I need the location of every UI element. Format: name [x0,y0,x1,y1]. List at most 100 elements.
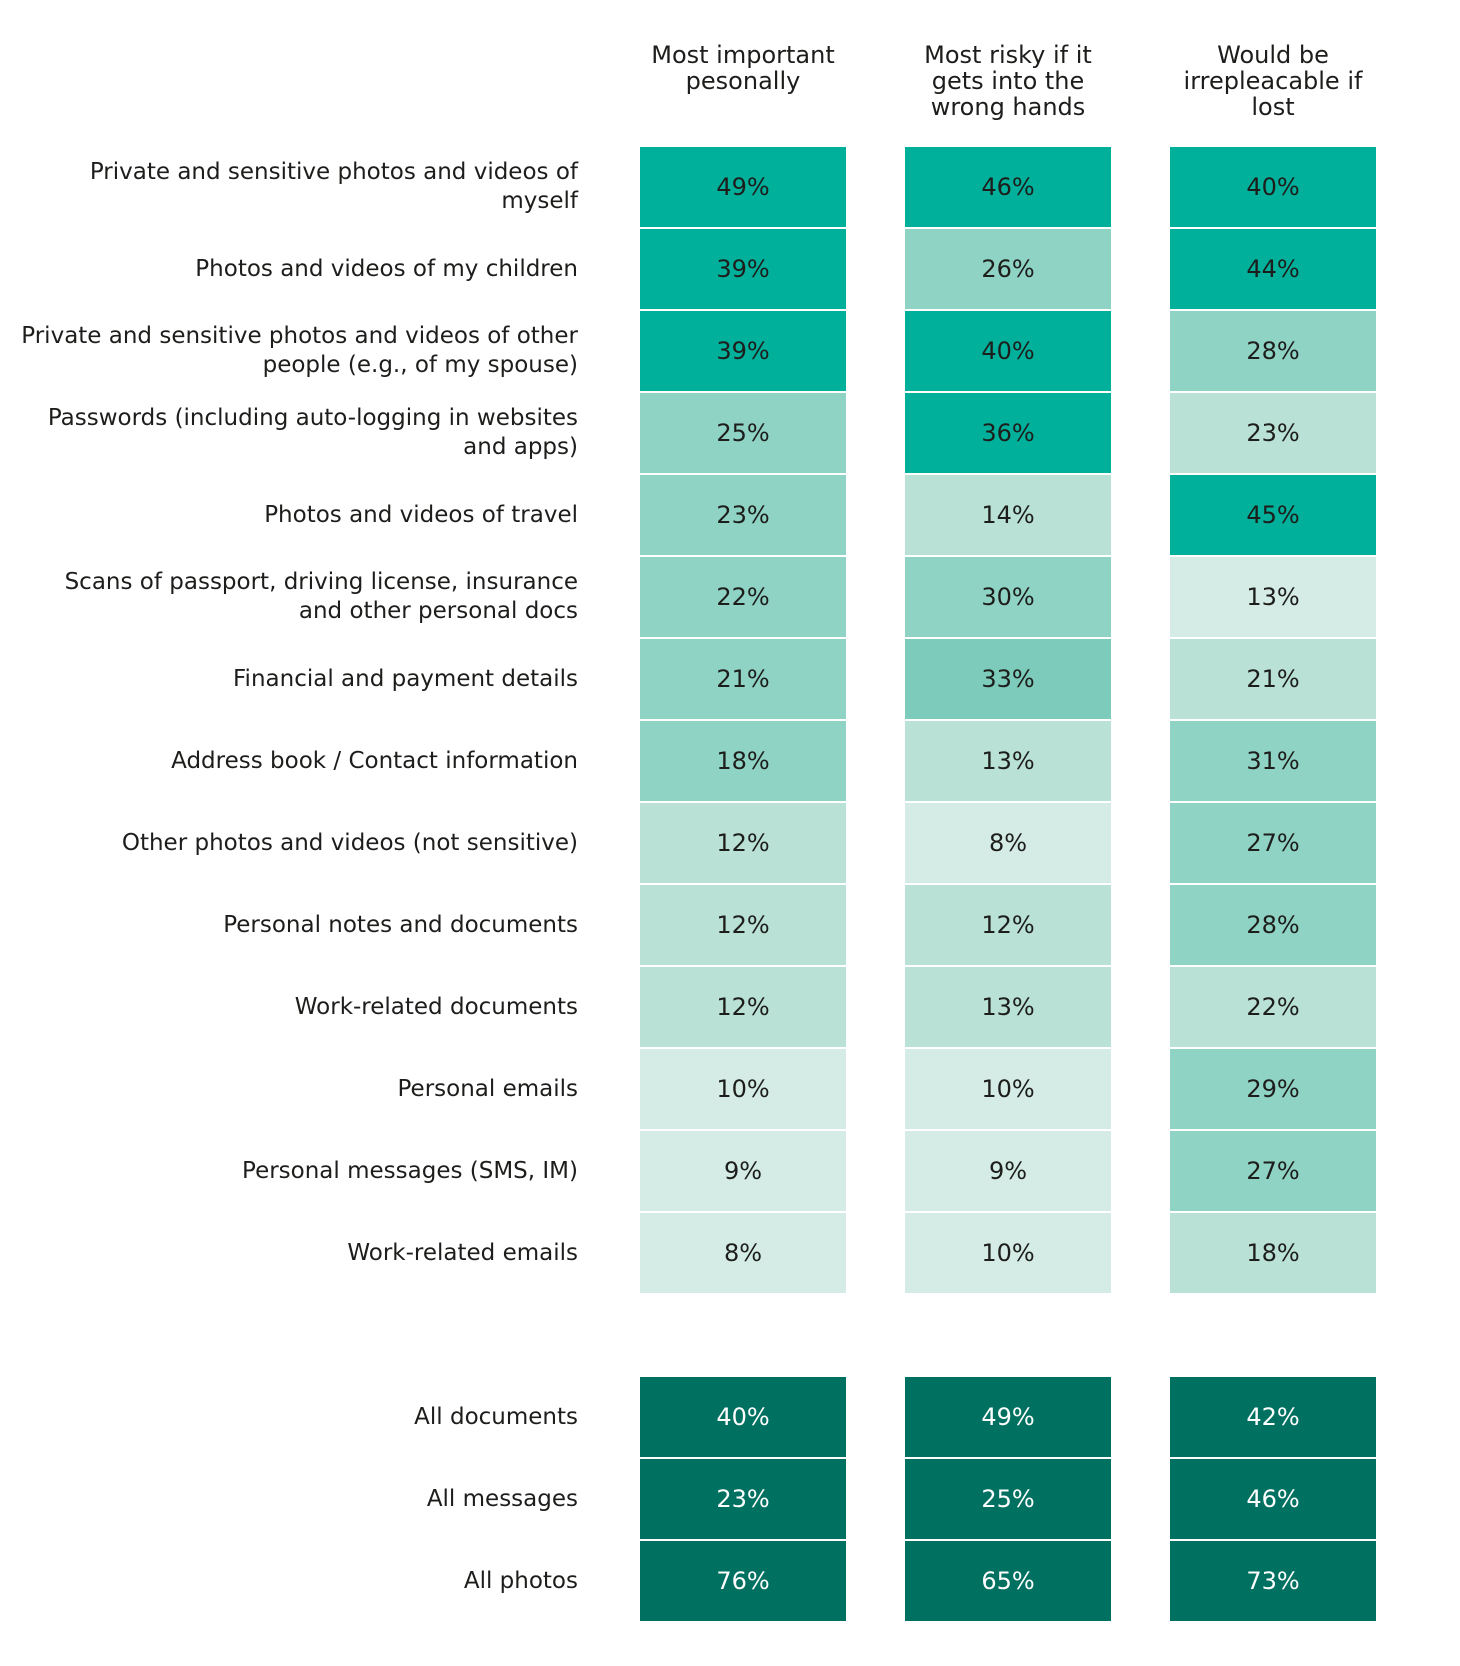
heatmap-cell: 29% [1170,1049,1376,1129]
summary-row-label: All documents [414,1403,578,1430]
heatmap-cell: 39% [640,311,846,391]
cell-value: 28% [1246,337,1300,365]
cell-value: 21% [716,665,770,693]
heatmap-cell: 8% [905,803,1111,883]
heatmap-cell: 10% [905,1213,1111,1293]
cell-value: 28% [1246,911,1300,939]
cell-value: 8% [723,1239,763,1267]
cell-value: 49% [716,173,770,201]
cell-value: 36% [981,419,1035,447]
heatmap-cell: 40% [1170,147,1376,227]
cell-value: 12% [716,829,770,857]
heatmap-cell: 31% [1170,721,1376,801]
cell-value: 9% [723,1157,763,1185]
cell-value: 31% [1246,747,1300,775]
summary-cell: 23% [640,1459,846,1539]
cell-value: 44% [1246,255,1300,283]
heatmap-cell: 13% [1170,557,1376,637]
heatmap-cell: 33% [905,639,1111,719]
heatmap-cell: 18% [1170,1213,1376,1293]
row-label: Scans of passport, driving license, insu… [64,569,578,624]
heatmap-cell: 23% [640,475,846,555]
heatmap-cell: 9% [905,1131,1111,1211]
row-label: Photos and videos of my children [195,255,578,282]
row-label: Work-related documents [294,993,578,1020]
row-label: Private and sensitive photos and videos … [89,159,578,214]
cell-value: 76% [716,1567,770,1595]
cell-value: 12% [716,993,770,1021]
heatmap-cell: 26% [905,229,1111,309]
cell-value: 40% [716,1403,770,1431]
cell-value: 65% [981,1567,1035,1595]
heatmap-cell: 44% [1170,229,1376,309]
row-label: Personal messages (SMS, IM) [242,1157,578,1184]
cell-value: 42% [1246,1403,1300,1431]
cell-value: 27% [1246,829,1300,857]
heatmap-cell: 28% [1170,885,1376,965]
cell-value: 22% [1246,993,1300,1021]
cell-value: 33% [981,665,1035,693]
cell-value: 21% [1246,665,1300,693]
cell-value: 23% [716,1485,770,1513]
heatmap-cell: 25% [640,393,846,473]
cell-value: 46% [1246,1485,1300,1513]
cell-value: 49% [981,1403,1035,1431]
cell-value: 73% [1246,1567,1300,1595]
row-label: Address book / Contact information [171,747,578,774]
cell-value: 25% [981,1485,1035,1513]
cell-value: 9% [988,1157,1028,1185]
row-label: Personal notes and documents [223,911,578,938]
row-label: Photos and videos of travel [264,501,578,528]
heatmap-cell: 30% [905,557,1111,637]
heatmap-cell: 13% [905,967,1111,1047]
column-header-most-important: Most important pesonally [651,41,835,95]
heatmap-cell: 22% [1170,967,1376,1047]
heatmap-cell: 39% [640,229,846,309]
cell-value: 27% [1246,1157,1300,1185]
summary-cell: 46% [1170,1459,1376,1539]
summary-cell: 65% [905,1541,1111,1621]
cell-value: 10% [981,1075,1035,1103]
summary-cell: 42% [1170,1377,1376,1457]
heatmap-cell: 22% [640,557,846,637]
heatmap-cell: 18% [640,721,846,801]
row-label: Financial and payment details [233,665,578,692]
heatmap-cell: 40% [905,311,1111,391]
heatmap-cell: 23% [1170,393,1376,473]
heatmap-cell: 9% [640,1131,846,1211]
column-header-most-risky: Most risky if it gets into the wrong han… [924,41,1092,121]
cell-value: 13% [1246,583,1300,611]
summary-cell: 73% [1170,1541,1376,1621]
heatmap-cell: 8% [640,1213,846,1293]
heatmap-cell: 13% [905,721,1111,801]
cell-value: 12% [981,911,1035,939]
cell-value: 12% [716,911,770,939]
cell-value: 10% [716,1075,770,1103]
cell-value: 25% [716,419,770,447]
heatmap-cell: 10% [640,1049,846,1129]
cell-value: 23% [716,501,770,529]
heatmap-cell: 10% [905,1049,1111,1129]
cell-value: 46% [981,173,1035,201]
cell-value: 40% [981,337,1035,365]
heatmap-cell: 28% [1170,311,1376,391]
row-label: Other photos and videos (not sensitive) [121,829,578,856]
cell-value: 13% [981,993,1035,1021]
heatmap-cell: 12% [640,803,846,883]
summary-row-label: All messages [426,1485,578,1512]
cell-value: 8% [988,829,1028,857]
cell-value: 30% [981,583,1035,611]
cell-value: 13% [981,747,1035,775]
heatmap-cell: 49% [640,147,846,227]
row-label: Work-related emails [347,1239,578,1266]
row-label: Personal emails [397,1075,579,1102]
cell-value: 18% [1246,1239,1300,1267]
cell-value: 10% [981,1239,1035,1267]
heatmap-cell: 14% [905,475,1111,555]
heatmap-cell: 36% [905,393,1111,473]
heatmap-cell: 12% [640,885,846,965]
cell-value: 22% [716,583,770,611]
cell-value: 23% [1246,419,1300,447]
cell-value: 29% [1246,1075,1300,1103]
